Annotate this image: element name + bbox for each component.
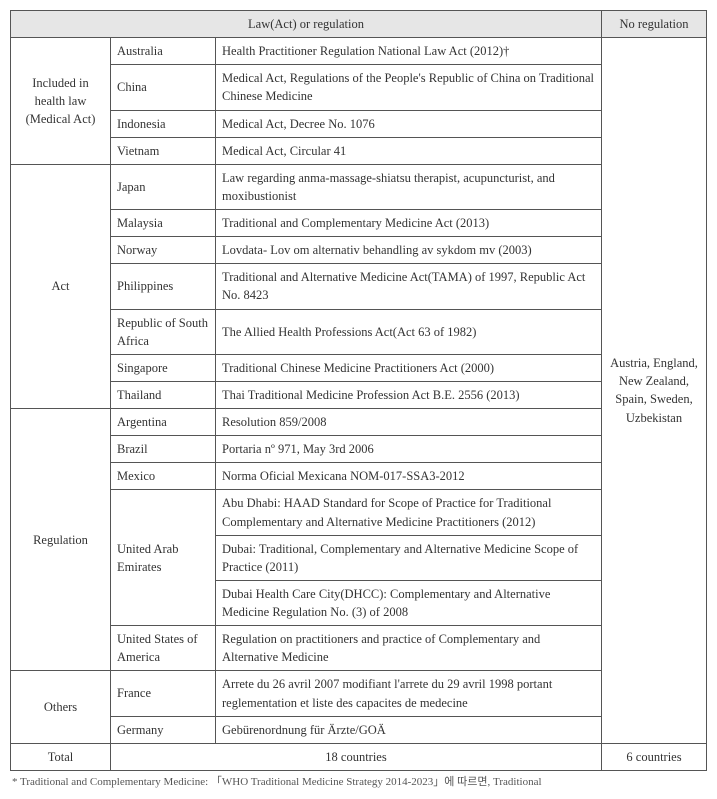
law-desc: Law regarding anma-massage-shiatsu thera… xyxy=(216,164,602,209)
law-desc: Resolution 859/2008 xyxy=(216,409,602,436)
country-cell: Thailand xyxy=(111,381,216,408)
law-desc: Medical Act, Decree No. 1076 xyxy=(216,110,602,137)
header-noreg: No regulation xyxy=(602,11,707,38)
law-desc: Lovdata- Lov om alternativ behandling av… xyxy=(216,237,602,264)
law-desc: The Allied Health Professions Act(Act 63… xyxy=(216,309,602,354)
law-desc: Dubai Health Care City(DHCC): Complement… xyxy=(216,580,602,625)
country-cell: Argentina xyxy=(111,409,216,436)
law-desc: Medical Act, Circular 41 xyxy=(216,137,602,164)
category-label: Others xyxy=(11,671,111,743)
country-cell: United States of America xyxy=(111,626,216,671)
law-desc: Traditional and Complementary Medicine A… xyxy=(216,210,602,237)
law-desc: Abu Dhabi: HAAD Standard for Scope of Pr… xyxy=(216,490,602,535)
country-cell: Germany xyxy=(111,716,216,743)
country-cell: France xyxy=(111,671,216,716)
law-desc: Arrete du 26 avril 2007 modifiant l'arre… xyxy=(216,671,602,716)
law-desc: Medical Act, Regulations of the People's… xyxy=(216,65,602,110)
no-regulation-list: Austria, England, New Zealand, Spain, Sw… xyxy=(602,38,707,744)
total-label: Total xyxy=(11,743,111,770)
country-cell: United Arab Emirates xyxy=(111,490,216,626)
country-cell: Vietnam xyxy=(111,137,216,164)
country-cell: Malaysia xyxy=(111,210,216,237)
law-desc: Thai Traditional Medicine Profession Act… xyxy=(216,381,602,408)
law-desc: Gebürenordnung für Ärzte/GOÄ xyxy=(216,716,602,743)
country-cell: China xyxy=(111,65,216,110)
category-label: Regulation xyxy=(11,409,111,671)
law-desc: Traditional and Alternative Medicine Act… xyxy=(216,264,602,309)
law-desc: Dubai: Traditional, Complementary and Al… xyxy=(216,535,602,580)
regulation-table: Law(Act) or regulation No regulation Inc… xyxy=(10,10,707,771)
law-desc: Health Practitioner Regulation National … xyxy=(216,38,602,65)
law-desc: Portaria nº 971, May 3rd 2006 xyxy=(216,436,602,463)
footnote: * Traditional and Complementary Medicine… xyxy=(10,773,707,789)
country-cell: Norway xyxy=(111,237,216,264)
country-cell: Japan xyxy=(111,164,216,209)
country-cell: Indonesia xyxy=(111,110,216,137)
country-cell: Republic of South Africa xyxy=(111,309,216,354)
country-cell: Philippines xyxy=(111,264,216,309)
law-desc: Traditional Chinese Medicine Practitione… xyxy=(216,354,602,381)
country-cell: Australia xyxy=(111,38,216,65)
category-label: Act xyxy=(11,164,111,408)
total-law-count: 18 countries xyxy=(111,743,602,770)
law-desc: Norma Oficial Mexicana NOM-017-SSA3-2012 xyxy=(216,463,602,490)
category-label: Included in health law (Medical Act) xyxy=(11,38,111,165)
country-cell: Brazil xyxy=(111,436,216,463)
law-desc: Regulation on practitioners and practice… xyxy=(216,626,602,671)
total-noreg-count: 6 countries xyxy=(602,743,707,770)
country-cell: Singapore xyxy=(111,354,216,381)
country-cell: Mexico xyxy=(111,463,216,490)
header-law: Law(Act) or regulation xyxy=(11,11,602,38)
